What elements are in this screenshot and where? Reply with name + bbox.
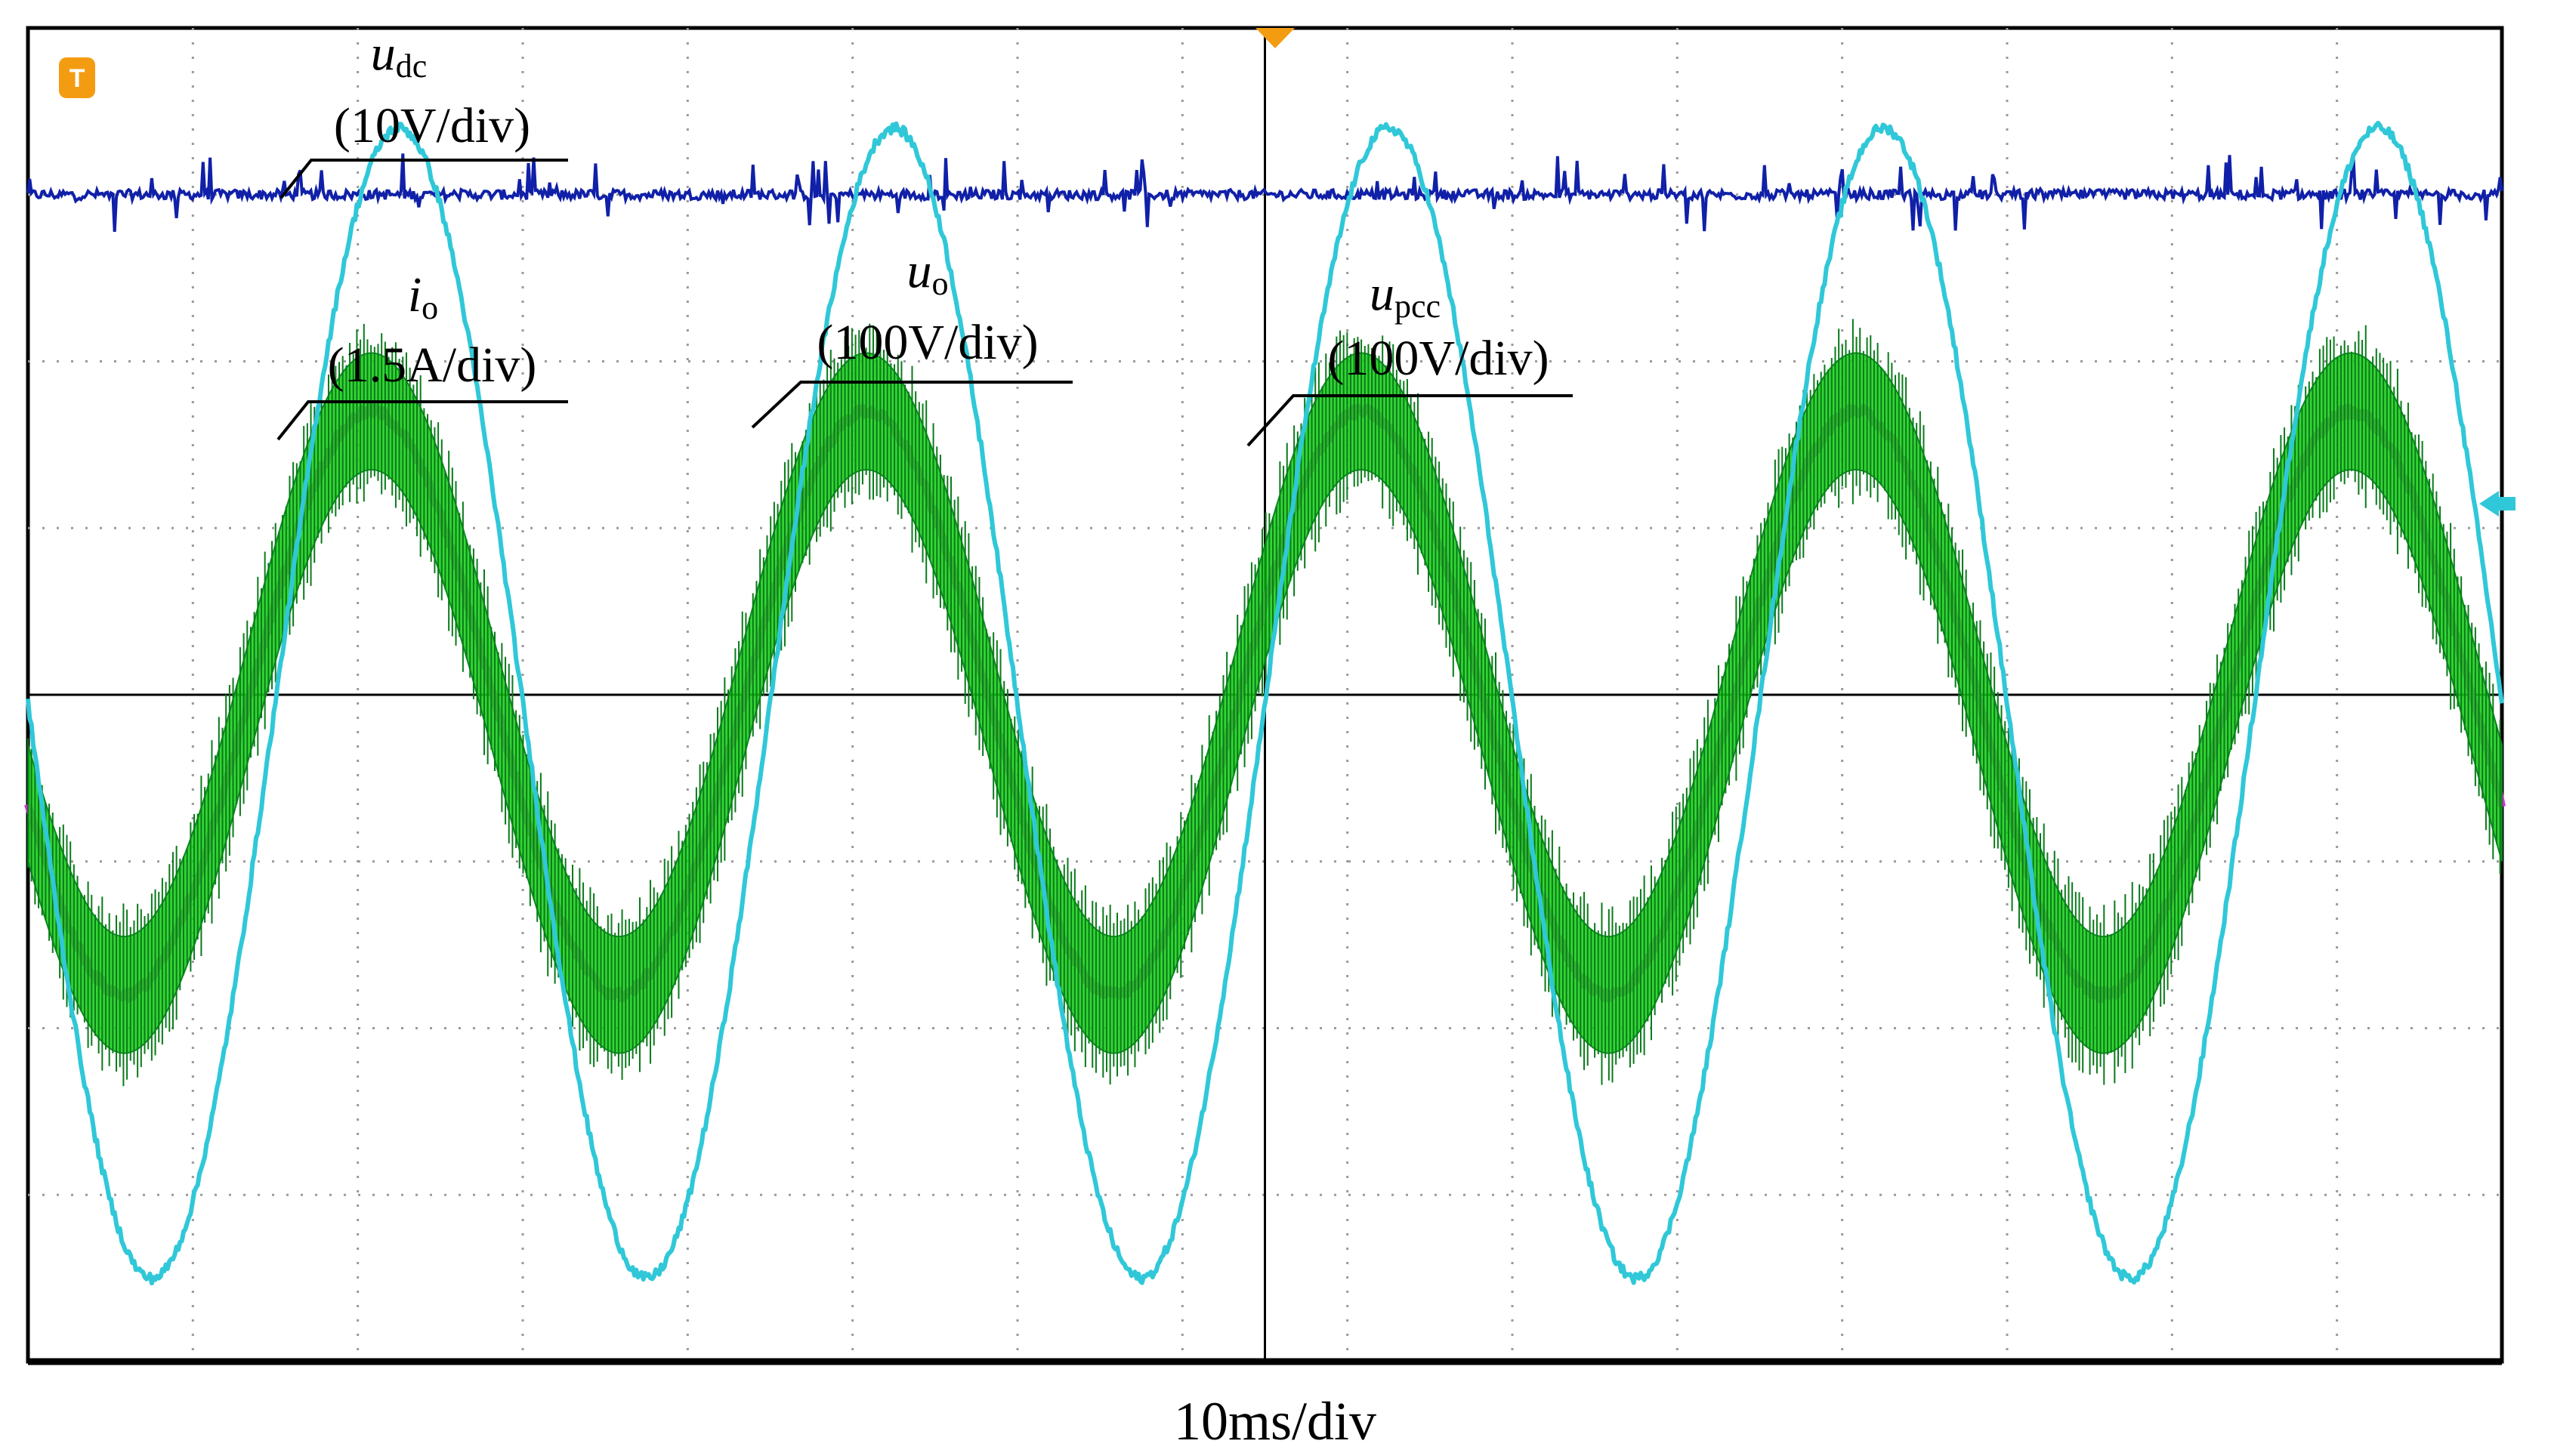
label-uo: uo xyxy=(907,243,949,302)
upcc-line xyxy=(26,120,2504,1286)
trigger-badge: T xyxy=(59,57,95,98)
label-io: io xyxy=(408,267,438,326)
scale-uo: (100V/div) xyxy=(817,315,1038,370)
label-upcc: upcc xyxy=(1370,266,1441,325)
label-udc: udc xyxy=(371,26,428,85)
leader-uo xyxy=(751,381,1073,429)
level-marker xyxy=(2479,491,2515,517)
timebase-label: 10ms/div xyxy=(1174,1391,1376,1451)
scale-upcc: (100V/div) xyxy=(1327,331,1549,386)
scale-io: (1.5A/div) xyxy=(328,338,537,393)
trace-labels: udc (10V/div) io (1.5A/div) uo (100V/div… xyxy=(276,26,1573,447)
svg-text:T: T xyxy=(69,64,85,93)
leader-upcc xyxy=(1246,394,1573,447)
udc-line xyxy=(26,153,2503,233)
leader-udc xyxy=(279,159,568,199)
scale-udc: (10V/div) xyxy=(334,98,530,153)
leader-io xyxy=(276,400,568,441)
trigger-position-marker xyxy=(1255,28,1295,48)
trace-upcc xyxy=(26,120,2504,1286)
traces xyxy=(24,120,2506,1286)
trace-udc xyxy=(26,153,2503,233)
